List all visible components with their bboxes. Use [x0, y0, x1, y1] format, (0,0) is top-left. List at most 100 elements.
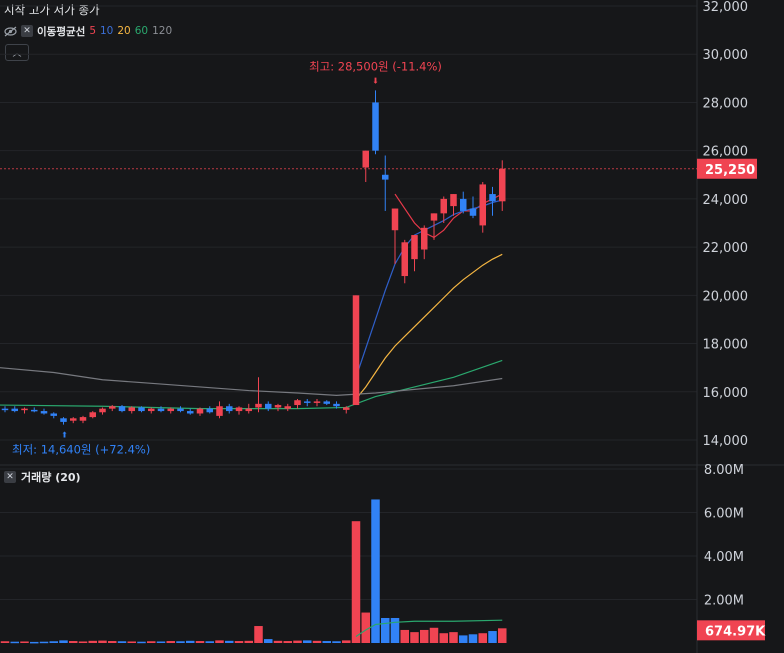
visibility-toggle-icon[interactable] — [4, 25, 17, 38]
moving-average-lines — [0, 193, 503, 410]
candle-body — [274, 405, 282, 408]
current-volume-tag-bg — [697, 620, 765, 641]
ma-period-5: 5 — [89, 25, 96, 37]
price-tick-label: 14,000 — [703, 434, 749, 449]
volume-tick-label: 2.00M — [704, 594, 744, 609]
last-price-label: 25,250 — [705, 163, 755, 178]
volume-bar — [225, 640, 234, 643]
low-annotation: ⬆ 최저: 14,640원 (+72.4%) — [12, 431, 150, 457]
candle-body — [460, 198, 467, 211]
volume-bar — [98, 640, 107, 643]
volume-bar — [381, 617, 390, 643]
ma-line-10 — [355, 199, 503, 378]
candle-body — [333, 403, 340, 407]
volume-bar — [400, 629, 409, 643]
volume-bar — [10, 641, 19, 644]
volume-legend-title: 거래량 (20) — [21, 471, 81, 484]
volume-bar — [49, 641, 58, 643]
volume-bar — [30, 641, 39, 644]
volume-bar — [478, 633, 487, 643]
candle-body — [235, 407, 243, 412]
candle-body — [138, 407, 145, 412]
candle-body — [411, 235, 418, 260]
candle-body — [382, 174, 389, 180]
volume-bar — [459, 635, 468, 643]
volume-bar — [439, 633, 448, 643]
candle-body — [177, 408, 184, 412]
candle-body — [60, 418, 67, 422]
candle-body — [128, 407, 135, 412]
volume-bar — [69, 641, 78, 643]
volume-bar — [351, 521, 361, 643]
candle-body — [11, 408, 18, 412]
volume-bar — [273, 640, 283, 643]
volume-bar — [390, 617, 400, 643]
volume-bar — [332, 641, 341, 643]
volume-bar — [186, 640, 195, 643]
ma-period-10: 10 — [100, 25, 114, 37]
volume-bar — [0, 641, 10, 643]
volume-bar — [312, 640, 322, 643]
price-tick-label: 28,000 — [703, 96, 749, 111]
volume-ma-line — [355, 619, 503, 637]
close-ma-icon[interactable]: ✕ — [21, 25, 33, 37]
volume-bar — [264, 639, 273, 643]
candle-body — [469, 208, 477, 216]
candle-body — [70, 418, 77, 421]
volume-bar — [371, 499, 380, 643]
candle-body — [187, 411, 194, 414]
candle-body — [323, 401, 330, 404]
price-tick-label: 24,000 — [703, 193, 749, 208]
volume-bar — [488, 631, 497, 643]
volume-bar — [420, 629, 429, 643]
volume-bar — [137, 641, 146, 644]
price-tick-label: 30,000 — [703, 48, 749, 63]
ma-line-120 — [0, 367, 503, 396]
last-price-tag-bg — [697, 158, 757, 179]
volume-bar — [361, 612, 370, 643]
last-price-tag: 25,250 — [697, 158, 757, 179]
volume-bar — [215, 640, 224, 643]
volume-tick-label: 6.00M — [704, 507, 744, 522]
candle-body — [79, 417, 87, 421]
volume-bar — [322, 641, 331, 643]
volume-bar — [234, 641, 244, 643]
volume-bar — [449, 632, 458, 643]
candle-body — [226, 406, 233, 412]
volume-bar — [342, 640, 351, 643]
volume-axis: 8.00M 6.00M 4.00M 2.00M — [704, 463, 744, 609]
ma-line-60 — [0, 359, 503, 410]
candle-body — [499, 168, 506, 202]
close-volume-icon[interactable]: ✕ — [4, 471, 16, 483]
low-price-annotation: 최저: 14,640원 (+72.4%) — [12, 443, 150, 457]
volume-bars — [0, 499, 507, 644]
candle-body — [99, 408, 106, 413]
volume-bar — [117, 641, 127, 643]
candle-body — [196, 408, 204, 414]
candle-body — [352, 295, 360, 406]
ma-period-120: 120 — [152, 25, 173, 37]
candle-body — [167, 408, 174, 412]
candle-body — [255, 403, 262, 408]
candle-body — [216, 406, 223, 416]
price-tick-label: 16,000 — [703, 386, 749, 401]
volume-bar — [166, 641, 175, 643]
ma-legend: ✕ 이동평균선 5 10 20 60 120 — [4, 23, 172, 39]
price-tick-label: 20,000 — [703, 289, 749, 304]
grid-lines — [0, 5, 697, 600]
volume-tick-label: 4.00M — [704, 550, 744, 565]
volume-bar — [293, 640, 302, 643]
candle-body — [372, 102, 379, 151]
candle-body — [391, 208, 399, 231]
ma-period-20: 20 — [117, 25, 131, 37]
candle-body — [157, 408, 165, 412]
volume-bar — [108, 641, 117, 643]
volume-bar — [127, 641, 136, 643]
price-tick-label: 22,000 — [703, 241, 749, 256]
current-volume-tag: 674.97K — [697, 620, 766, 641]
volume-bar — [410, 632, 419, 643]
candle-body — [430, 213, 438, 221]
candle-body — [343, 407, 350, 410]
price-tick-label: 26,000 — [703, 145, 749, 160]
